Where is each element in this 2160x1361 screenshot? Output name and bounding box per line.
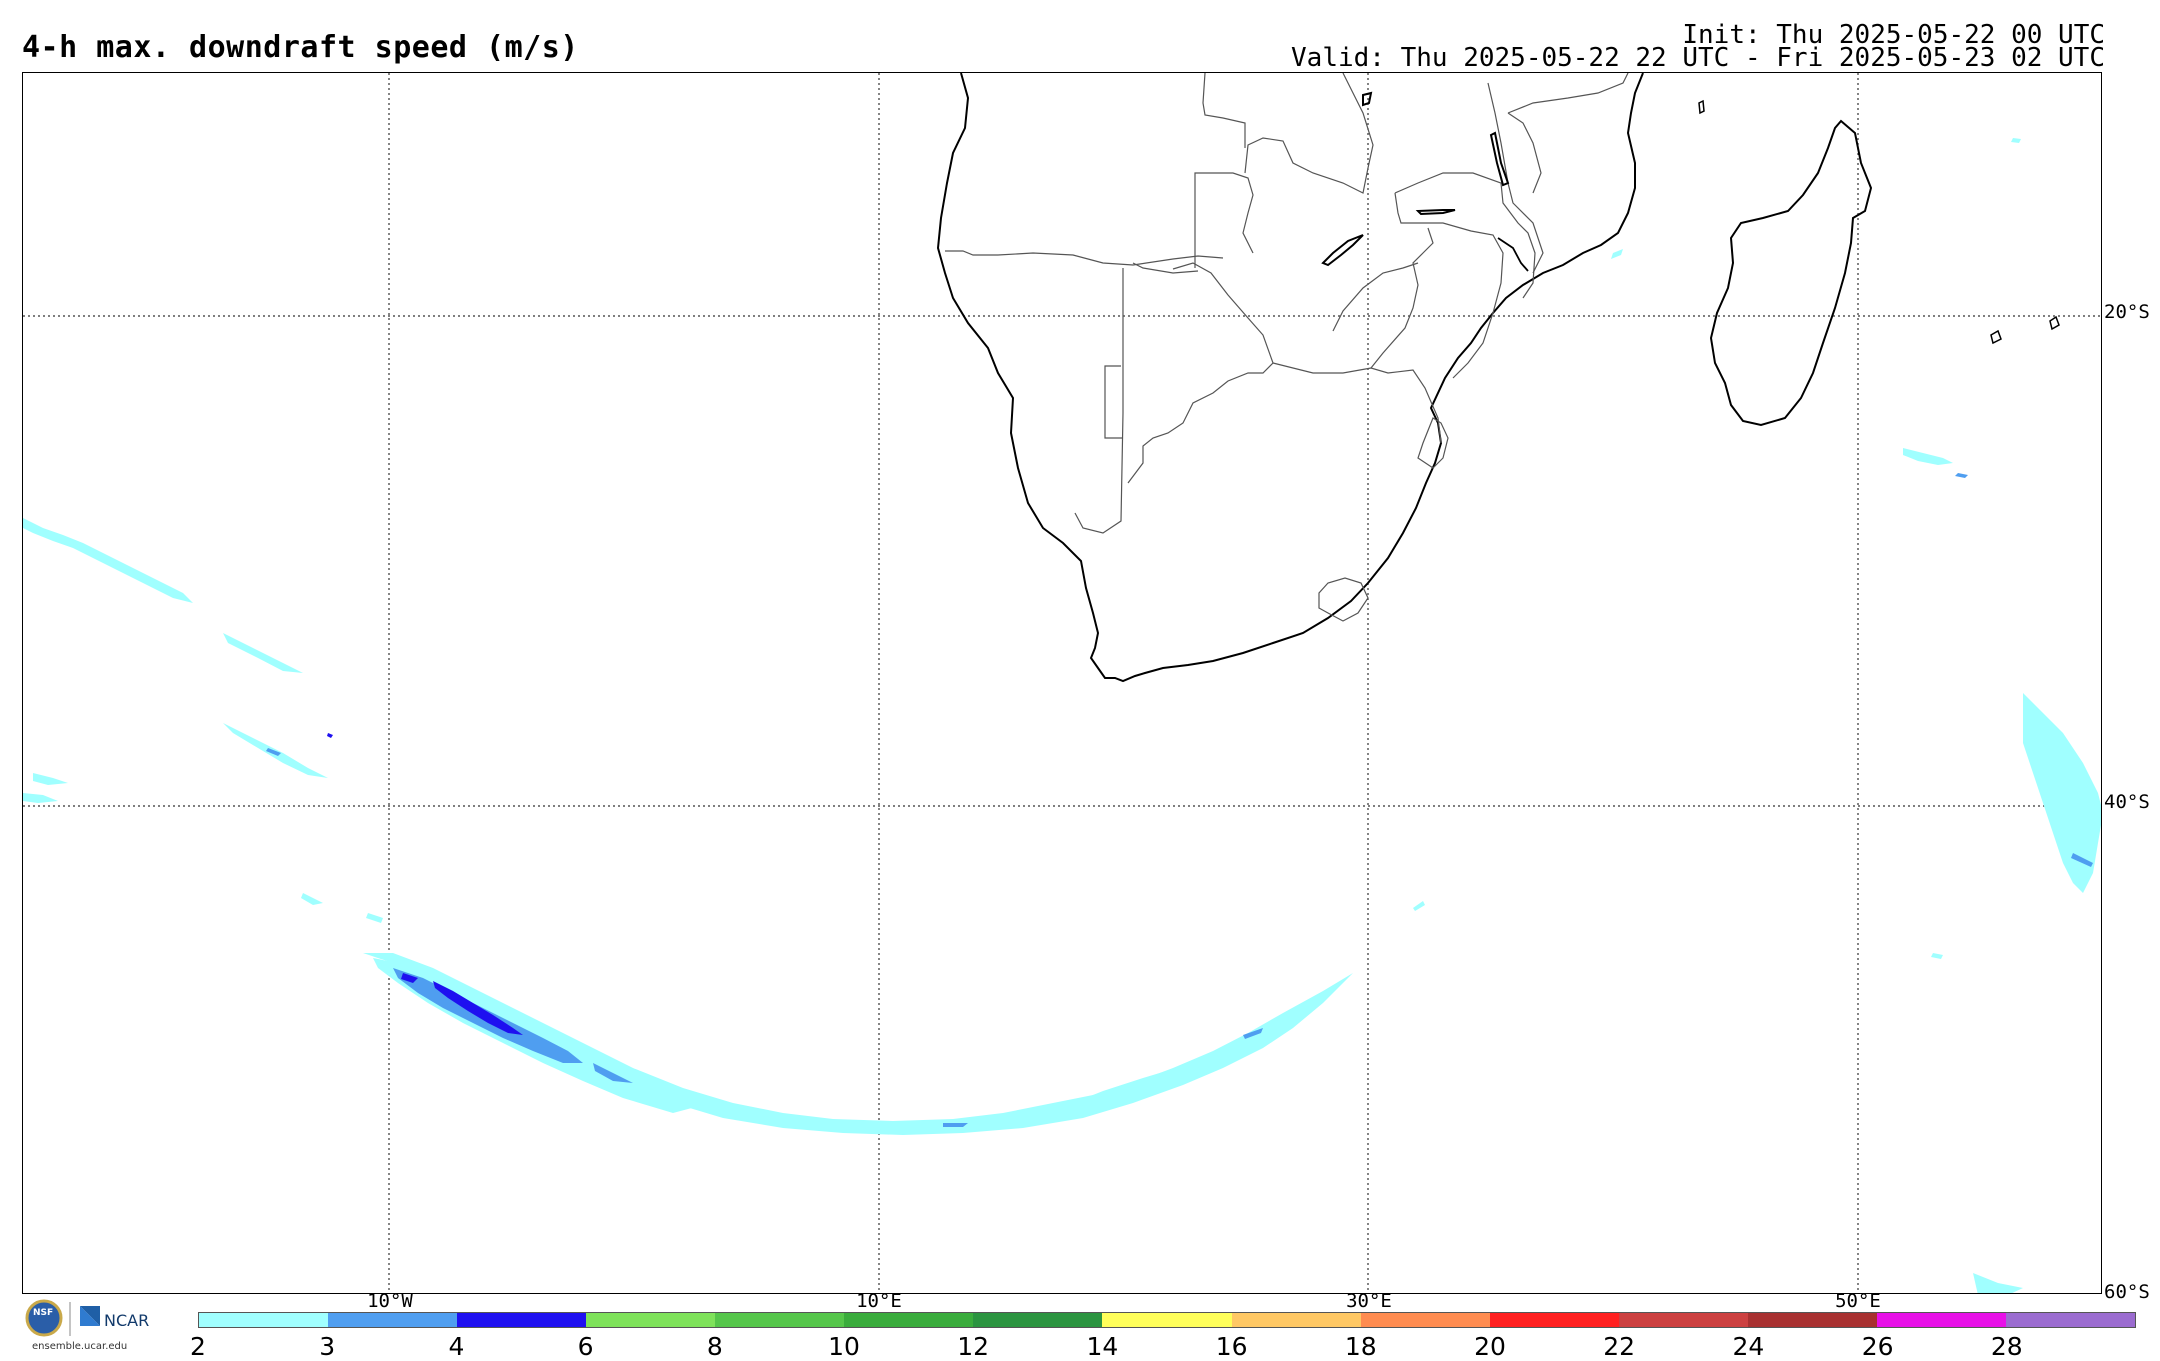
downdraft-contours [23,138,2101,1293]
colorbar-tick-label: 16 [1215,1332,1248,1361]
colorbar-segment [1489,1313,1619,1327]
colorbar-segment [2005,1313,2135,1327]
lake-outline [1362,91,1373,107]
lake-bangweulu [1415,209,1456,216]
colorbar-segment [1360,1313,1490,1327]
colorbar-tick-label: 20 [1474,1332,1506,1361]
colorbar-tick-label: 12 [957,1332,990,1361]
colorbar-segment [844,1313,974,1327]
colorbar-tick-label: 24 [1732,1332,1765,1361]
madagascar [1709,119,1873,427]
colorbar-segment [1618,1313,1748,1327]
colorbar-segment [1876,1313,2006,1327]
lon-label-50e: 50°E [1835,1290,1881,1312]
lon-label-30e: 30°E [1346,1290,1392,1312]
logo-url: ensemble.ucar.edu [32,1341,128,1352]
colorbar-segment [328,1313,458,1327]
mauritius-island [2049,315,2060,331]
colorbar-tick-label: 14 [1086,1332,1119,1361]
lake-kariba [1321,234,1364,267]
lat-label-40s: 40°S [2104,791,2150,813]
colorbar-segment [586,1313,716,1327]
colorbar-tick-label: 3 [319,1332,336,1361]
comoros-island [1698,99,1705,115]
zambezi-delta [1497,237,1529,272]
colorbar-segment [715,1313,845,1327]
colorbar-tick-label: 10 [828,1332,860,1361]
colorbar-tick-label: 8 [706,1332,723,1361]
init-time: Init: Thu 2025-05-22 00 UTC [1682,20,2105,50]
colorbar [198,1312,2136,1328]
map-canvas [23,73,2101,1293]
colorbar-tick-label: 18 [1344,1332,1377,1361]
map-title: 4-h max. downdraft speed (m/s) [22,30,579,65]
africa-coastline [936,73,1644,683]
nsf-ncar-logo [25,1299,100,1337]
colorbar-tick-label: 28 [1990,1332,2023,1361]
lon-label-10w: 10°W [367,1290,413,1312]
colorbar-segment [457,1313,587,1327]
colorbar-tick-label: 4 [448,1332,465,1361]
lon-label-10e: 10°E [856,1290,902,1312]
colorbar-segment [1747,1313,1877,1327]
graticule [23,73,2101,1293]
colorbar-segment [199,1313,329,1327]
valid-time: Valid: Thu 2025-05-22 22 UTC - Fri 2025-… [1291,43,2105,73]
ncar-logo-text: NCAR [104,1311,150,1330]
colorbar-tick-label: 26 [1861,1332,1894,1361]
colorbar-tick-label: 2 [190,1332,206,1361]
colorbar-segment [973,1313,1103,1327]
reunion-island [1990,329,2002,345]
lat-label-60s: 60°S [2104,1281,2150,1303]
lat-label-20s: 20°S [2104,301,2150,323]
nsf-logo-text: NSF [33,1308,54,1318]
country-borders [945,73,1629,622]
map-frame [22,72,2102,1294]
colorbar-tick-label: 22 [1603,1332,1636,1361]
colorbar-segment [1102,1313,1232,1327]
lake-malawi [1489,131,1510,187]
colorbar-segment [1231,1313,1361,1327]
colorbar-tick-label: 6 [577,1332,594,1361]
